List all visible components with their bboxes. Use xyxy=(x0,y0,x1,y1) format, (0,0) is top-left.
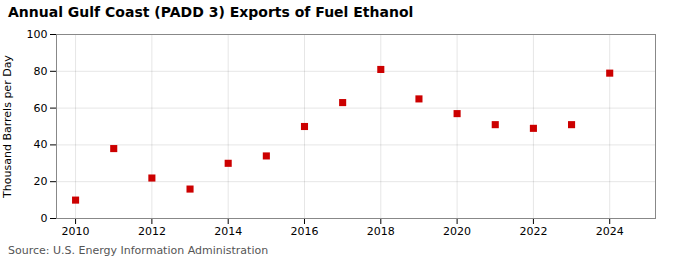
svg-text:2022: 2022 xyxy=(519,225,547,238)
svg-text:2014: 2014 xyxy=(214,225,242,238)
svg-text:80: 80 xyxy=(34,65,48,78)
svg-text:2012: 2012 xyxy=(138,225,166,238)
svg-text:2018: 2018 xyxy=(367,225,395,238)
svg-text:100: 100 xyxy=(27,28,48,41)
svg-text:2020: 2020 xyxy=(443,225,471,238)
svg-text:40: 40 xyxy=(34,138,48,151)
svg-text:2024: 2024 xyxy=(596,225,624,238)
html-text:Source: U.S. Energy Informatio: Source: U.S. Energy Information Administ… xyxy=(8,244,269,257)
html-text:Annual Gulf Coast (PADD 3) Exp: Annual Gulf Coast (PADD 3) Exports of Fu… xyxy=(8,4,414,20)
svg-text:0: 0 xyxy=(41,212,48,225)
svg-text:2016: 2016 xyxy=(290,225,318,238)
svg-text:2010: 2010 xyxy=(62,225,90,238)
svg-text:Thousand Barrels per Day: Thousand Barrels per Day xyxy=(1,55,14,199)
svg-text:20: 20 xyxy=(34,175,48,188)
svg-text:60: 60 xyxy=(34,102,48,115)
